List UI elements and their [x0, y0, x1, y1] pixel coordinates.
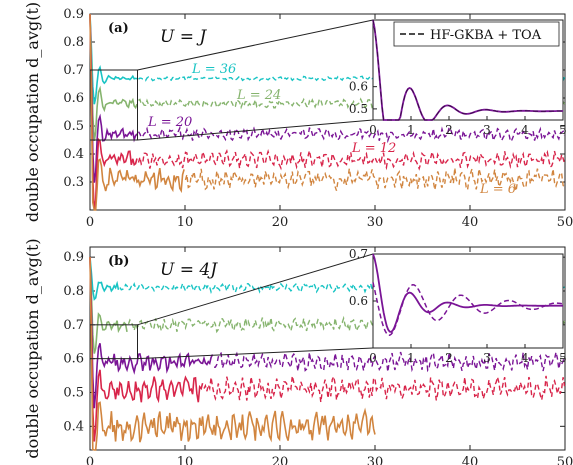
- inset-x-tick-label: 1: [407, 123, 415, 137]
- x-tick-label: 20: [272, 455, 289, 465]
- zoom-connector: [137, 19, 374, 71]
- inset-x-tick-label: 5: [559, 123, 567, 137]
- series-line-dashed: [138, 75, 566, 82]
- y-tick-label: 0.8: [63, 35, 84, 50]
- y-tick-label: 0.6: [63, 352, 84, 367]
- series-line-solid: [89, 13, 138, 105]
- series-line-solid: [89, 13, 185, 211]
- y-tick-label: 0.4: [63, 419, 84, 434]
- inset-x-tick-label: 2: [445, 123, 453, 137]
- inset-x-tick-label: 1: [407, 351, 415, 365]
- zoom-box: [89, 69, 138, 141]
- inset-x-tick-label: 4: [521, 123, 529, 137]
- series-label: L = 12: [351, 141, 396, 156]
- series-line-dashed: [137, 125, 566, 144]
- inset-frame: [372, 253, 564, 349]
- x-tick-label: 50: [557, 455, 573, 465]
- inset-x-tick-label: 5: [559, 351, 567, 365]
- interaction-label: U = J: [160, 27, 207, 47]
- series-label: L = 6: [479, 182, 516, 197]
- series-line-dashed: [184, 167, 566, 192]
- series-line-solid: [89, 13, 138, 142]
- y-axis-label: double occupation d_avg(t): [23, 238, 42, 458]
- y-axis-label: double occupation d_avg(t): [23, 2, 42, 222]
- x-tick-label: 50: [557, 215, 573, 230]
- inset-y-tick-label: 0.5: [349, 102, 368, 116]
- inset-series-line-dashed: [372, 19, 563, 121]
- y-tick-label: 0.6: [63, 91, 84, 106]
- zoom-connector: [137, 119, 374, 141]
- series-line-solid: [89, 257, 376, 451]
- inset: 0 1 2 3 4 5 0.5 0.6 HF-GKBA + TOA: [349, 19, 567, 137]
- y-tick-label: 0.9: [63, 250, 84, 265]
- series-label: L = 24: [236, 88, 281, 103]
- series-label: L = 20: [147, 115, 192, 130]
- panel-letter: (a): [108, 21, 129, 36]
- inset-y-tick-label: 0.7: [349, 247, 368, 261]
- series-line-solid: [89, 13, 138, 211]
- y-tick-label: 0.8: [63, 284, 84, 299]
- series-line-solid: [89, 257, 120, 301]
- inset-y-tick-label: 0.6: [349, 80, 368, 94]
- series-line-solid: [89, 257, 128, 354]
- y-tick-label: 0.5: [63, 119, 84, 134]
- y-tick-label: 0.3: [63, 175, 84, 190]
- x-tick-label: 0: [86, 455, 94, 465]
- zoom-box: [89, 324, 138, 360]
- inset-legend: HF-GKBA + TOA: [393, 21, 560, 47]
- x-tick-label: 30: [367, 455, 384, 465]
- legend-label: HF-GKBA + TOA: [430, 28, 542, 43]
- y-tick-label: 0.7: [63, 318, 84, 333]
- series-line-dashed: [203, 374, 566, 403]
- inset-x-tick-label: 3: [483, 123, 491, 137]
- x-tick-label: 40: [462, 455, 479, 465]
- series-line-solid: [89, 13, 138, 183]
- x-tick-label: 10: [177, 215, 194, 230]
- zoom-connector: [137, 347, 374, 360]
- inset-x-tick-label: 4: [521, 351, 529, 365]
- x-tick-label: 10: [177, 455, 194, 465]
- series-line-dashed: [214, 351, 566, 373]
- inset-x-tick-label: 0: [369, 351, 377, 365]
- inset-series-line-dashed: [372, 282, 564, 336]
- y-tick-label: 0.7: [63, 63, 84, 78]
- series-label: L = 36: [191, 62, 236, 77]
- series-line-dashed: [137, 149, 566, 171]
- interaction-label: U = 4J: [160, 260, 218, 280]
- y-tick-label: 0.9: [63, 7, 84, 22]
- x-tick-label: 0: [86, 215, 94, 230]
- panel-letter: (b): [108, 254, 129, 269]
- inset-x-tick-label: 3: [483, 351, 491, 365]
- x-tick-label: 40: [462, 215, 479, 230]
- x-tick-label: 30: [367, 215, 384, 230]
- zoom-connector: [137, 253, 374, 326]
- inset-y-tick-label: 0.6: [349, 294, 368, 308]
- series-line-solid: [89, 257, 204, 442]
- inset: 0 1 2 3 4 5 0.6 0.7: [349, 247, 567, 365]
- x-tick-label: 20: [272, 215, 289, 230]
- inset-x-tick-label: 2: [445, 351, 453, 365]
- series-line-solid: [89, 257, 214, 409]
- inset-x-tick-label: 0: [369, 123, 377, 137]
- y-tick-label: 0.4: [63, 147, 84, 162]
- y-tick-label: 0.5: [63, 385, 84, 400]
